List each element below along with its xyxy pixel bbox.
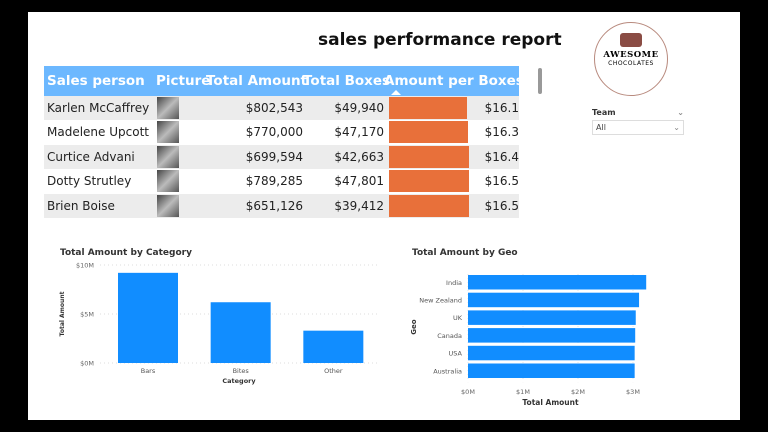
total-boxes: $42,663	[334, 149, 384, 164]
amount-per-box: $16.5	[484, 198, 519, 213]
total-boxes: $47,170	[334, 125, 384, 140]
y-tick-label: New Zealand	[419, 296, 462, 304]
col-picture[interactable]: Picture	[156, 73, 211, 89]
report-canvas: sales performance report Sales person Pi…	[28, 12, 740, 420]
col-amount-per-boxes[interactable]: Amount per Boxes	[384, 73, 524, 89]
sales-person: Madelene Upcott	[47, 125, 149, 140]
amount-per-box-bar	[389, 96, 467, 119]
table-row[interactable]: Curtice Advani $699,594 $42,663 $16.4	[44, 145, 519, 170]
avatar	[157, 121, 179, 144]
bar-other	[303, 330, 364, 363]
amount-per-box-bar	[389, 170, 469, 193]
total-boxes: $39,412	[334, 198, 384, 213]
y-tick-label: $10M	[76, 262, 94, 270]
col-total-boxes[interactable]: Total Boxes	[303, 73, 391, 89]
table-row[interactable]: Karlen McCaffrey $802,543 $49,940 $16.1	[44, 96, 519, 121]
y-tick-label: $0M	[80, 360, 94, 368]
x-tick-label: $1M	[516, 388, 530, 396]
bar-bites	[210, 302, 271, 363]
bar-bars	[118, 272, 178, 363]
geo-chart: $0M $1M $2M $3M India New Zealand UK Canada USA A…	[410, 274, 647, 407]
y-axis-label: Total Amount	[59, 291, 66, 336]
sales-person: Curtice Advani	[47, 149, 135, 164]
bar-australia	[468, 363, 635, 378]
avatar	[157, 145, 179, 168]
total-amount: $789,285	[245, 174, 303, 189]
sales-person: Karlen McCaffrey	[47, 100, 150, 115]
category-chart: $0M $5M $10M Bars Bites Other Category Total Am…	[59, 262, 378, 385]
bar-india	[468, 275, 647, 290]
total-boxes: $49,940	[334, 100, 384, 115]
y-tick-label: UK	[453, 314, 463, 322]
amount-per-box: $16.1	[484, 100, 519, 115]
table-header: Sales person Picture Total Amount Total …	[44, 66, 524, 96]
total-boxes: $47,801	[334, 174, 384, 189]
logo-line2: CHOCOLATES	[608, 60, 654, 67]
x-tick-label: $3M	[626, 388, 640, 396]
avatar	[157, 194, 179, 217]
y-tick-label: Australia	[433, 367, 462, 375]
x-axis-label: Category	[222, 377, 256, 385]
col-total-amount[interactable]: Total Amount	[206, 73, 308, 89]
col-sales-person[interactable]: Sales person	[47, 73, 145, 89]
bar-new-zealand	[468, 292, 640, 308]
amount-per-box-bar	[389, 194, 469, 217]
amount-per-box-bar	[389, 145, 469, 168]
avatar	[157, 170, 179, 193]
team-label: Team	[592, 108, 616, 117]
sales-table: Sales person Picture Total Amount Total …	[44, 66, 524, 219]
table-scrollbar[interactable]	[538, 68, 542, 94]
x-tick-label: Bites	[233, 367, 250, 375]
bar-canada	[468, 328, 636, 343]
table-row[interactable]: Brien Boise $651,126 $39,412 $16.5	[44, 194, 519, 219]
total-amount: $770,000	[245, 125, 303, 140]
y-axis-label: Geo	[410, 319, 418, 334]
y-tick-label: Canada	[437, 332, 462, 340]
team-dropdown[interactable]: All ⌄	[592, 120, 684, 135]
total-amount: $699,594	[245, 149, 303, 164]
sort-ascending-icon[interactable]	[391, 90, 401, 95]
y-tick-label: USA	[449, 350, 463, 358]
total-amount: $802,543	[245, 100, 303, 115]
amount-per-box: $16.3	[484, 125, 519, 140]
team-value: All	[596, 123, 606, 132]
x-tick-label: $2M	[571, 388, 585, 396]
geo-chart-title: Total Amount by Geo	[412, 248, 518, 258]
category-chart-title: Total Amount by Category	[60, 248, 192, 258]
x-tick-label: $0M	[461, 388, 475, 396]
sales-person: Dotty Strutley	[47, 174, 132, 189]
page-title: sales performance report	[318, 30, 562, 50]
x-axis-label: Total Amount	[522, 398, 579, 407]
team-slicer: Team ⌄ All ⌄	[592, 108, 684, 135]
y-tick-label: $5M	[80, 311, 94, 319]
x-tick-label: Other	[324, 367, 343, 375]
table-row[interactable]: Dotty Strutley $789,285 $47,801 $16.5	[44, 170, 519, 194]
amount-per-box: $16.5	[484, 174, 519, 189]
amount-per-box-bar	[389, 121, 468, 144]
bar-usa	[468, 345, 635, 361]
y-tick-label: India	[446, 279, 462, 287]
table-row[interactable]: Madelene Upcott $770,000 $47,170 $16.3	[44, 121, 519, 145]
total-amount: $651,126	[245, 198, 303, 213]
awesome-chocolates-logo: AWESOME CHOCOLATES	[594, 22, 668, 96]
logo-line1: AWESOME	[603, 50, 659, 60]
avatar	[157, 96, 179, 119]
x-tick-label: Bars	[141, 367, 156, 375]
amount-per-box: $16.4	[484, 149, 519, 164]
bar-uk	[468, 310, 636, 325]
chevron-down-icon[interactable]: ⌄	[677, 108, 684, 117]
chocolate-icon	[620, 33, 642, 47]
sales-person: Brien Boise	[47, 198, 115, 213]
chevron-down-icon: ⌄	[673, 123, 680, 132]
